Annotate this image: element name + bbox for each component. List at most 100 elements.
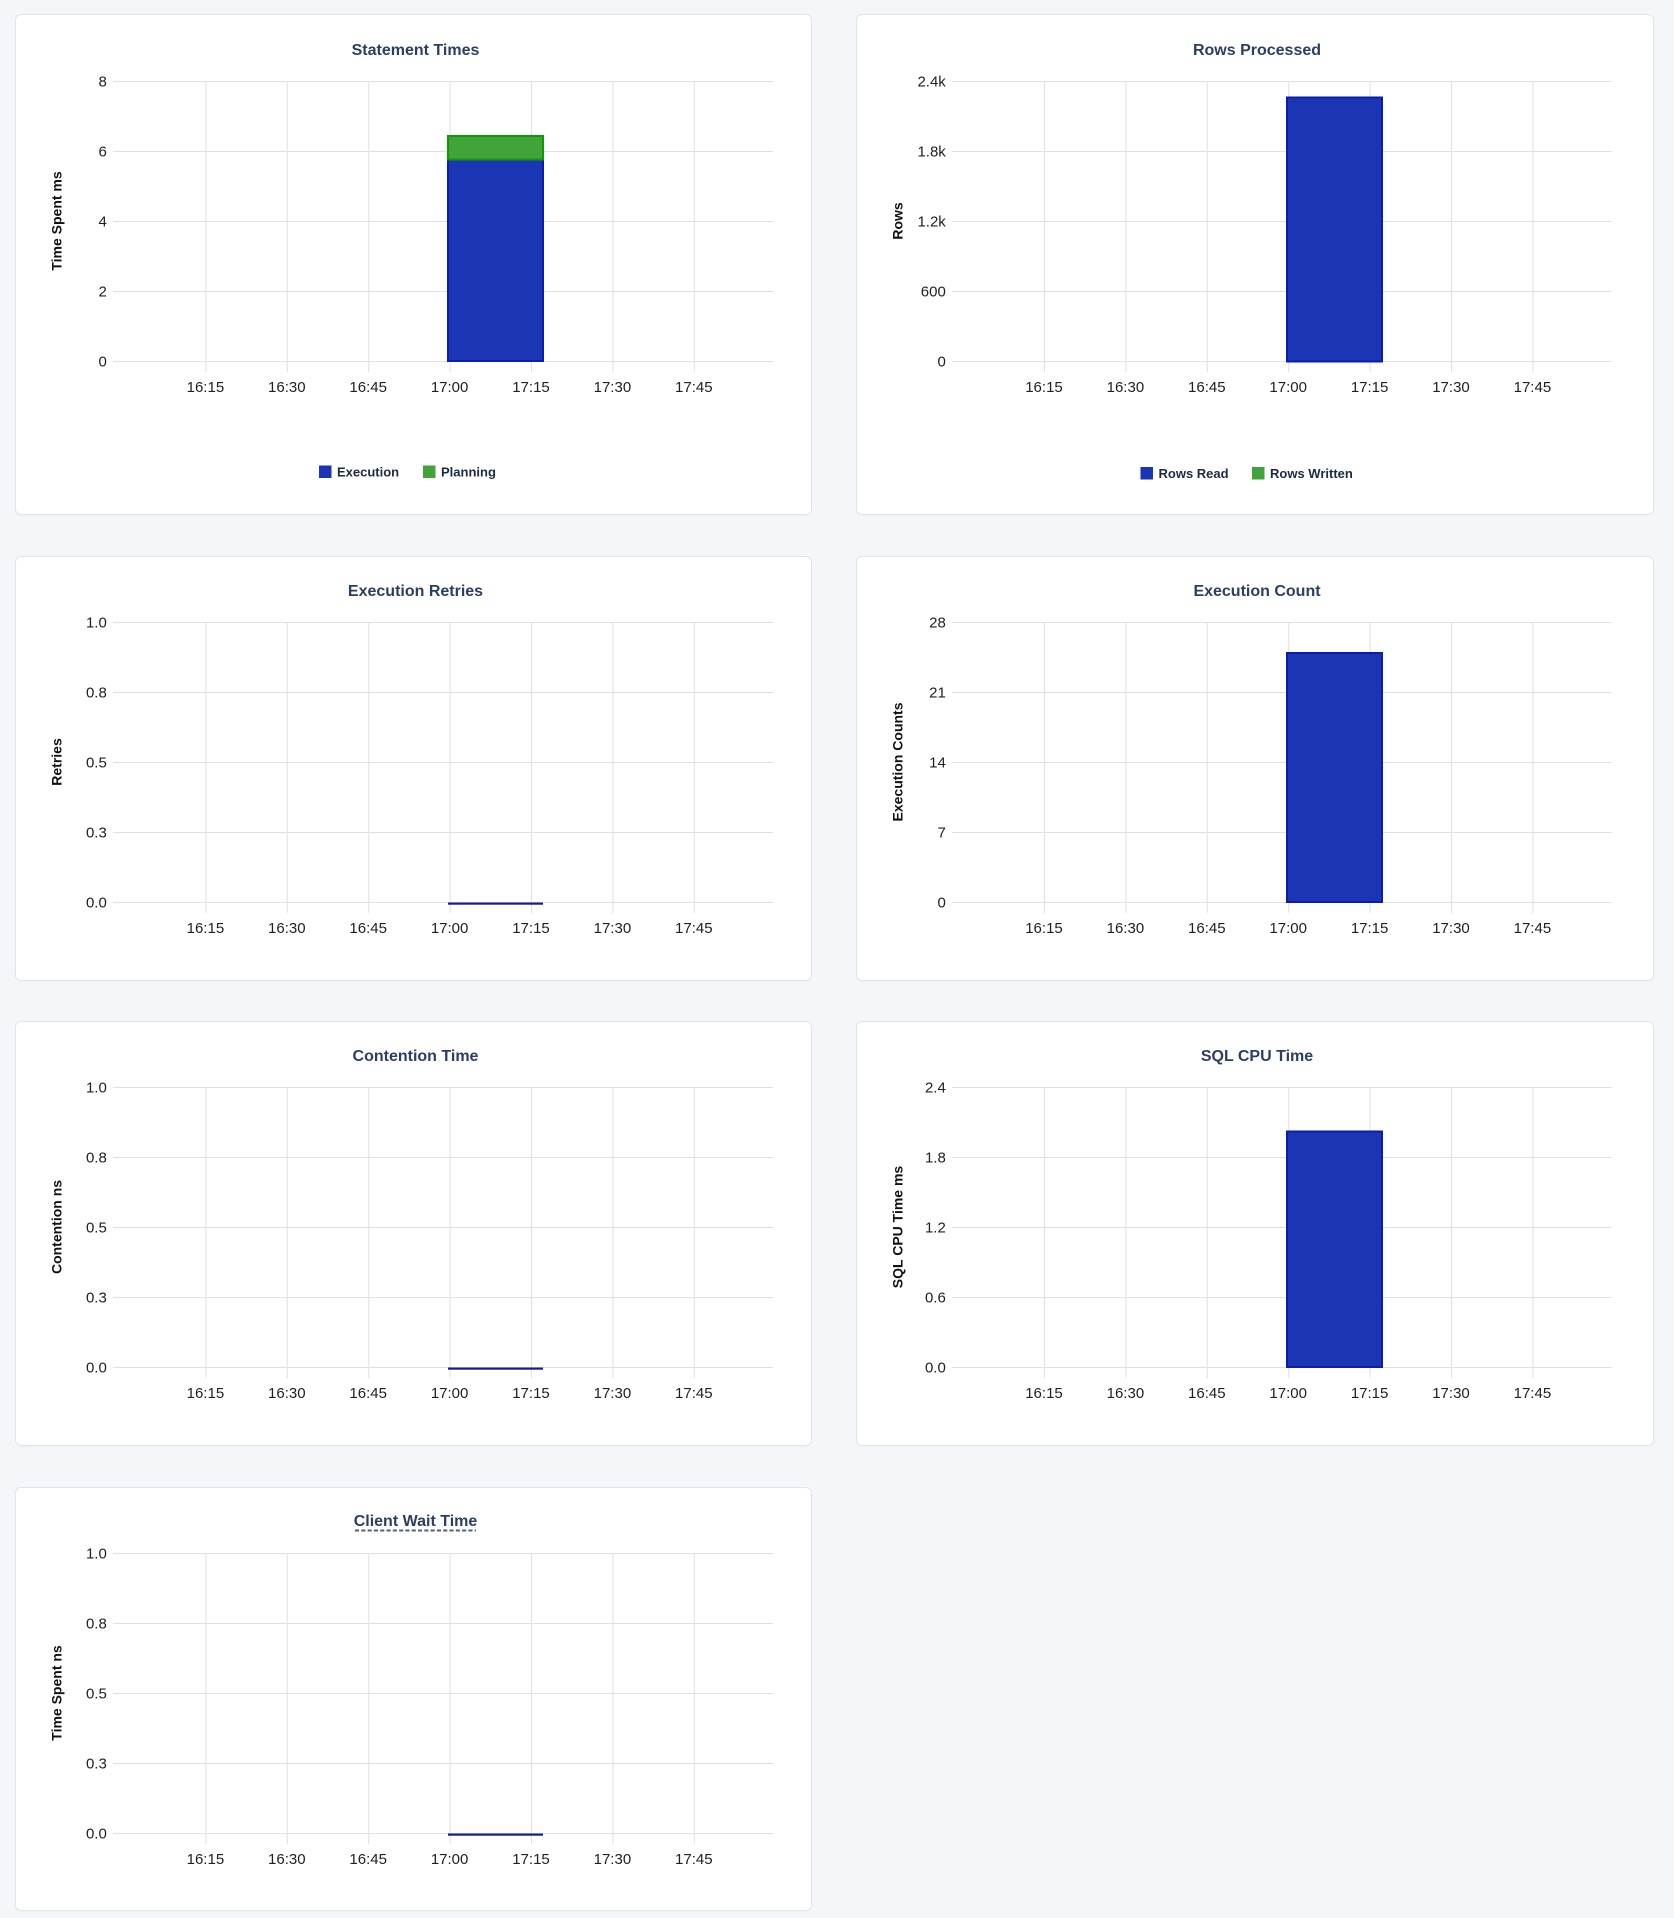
svg-text:17:45: 17:45 xyxy=(675,1385,713,1402)
svg-text:2.4: 2.4 xyxy=(925,1080,946,1097)
svg-text:Rows Processed: Rows Processed xyxy=(1193,42,1321,59)
svg-text:16:45: 16:45 xyxy=(349,379,387,396)
svg-text:2.4k: 2.4k xyxy=(917,74,946,91)
svg-text:Time Spent ns: Time Spent ns xyxy=(49,1645,65,1741)
svg-text:17:15: 17:15 xyxy=(512,1385,550,1402)
svg-text:17:15: 17:15 xyxy=(1351,1385,1389,1402)
svg-text:17:00: 17:00 xyxy=(1269,379,1307,396)
svg-text:21: 21 xyxy=(929,685,946,702)
svg-text:16:15: 16:15 xyxy=(1025,379,1063,396)
svg-text:0.8: 0.8 xyxy=(86,1616,107,1633)
svg-text:0.5: 0.5 xyxy=(86,1686,107,1703)
svg-text:16:30: 16:30 xyxy=(1107,1385,1145,1402)
svg-text:17:30: 17:30 xyxy=(1432,379,1470,396)
svg-text:SQL CPU Time ms: SQL CPU Time ms xyxy=(890,1166,906,1289)
svg-text:1.0: 1.0 xyxy=(86,1080,107,1097)
svg-text:4: 4 xyxy=(98,214,106,231)
svg-text:7: 7 xyxy=(937,825,945,842)
svg-text:1.8: 1.8 xyxy=(925,1150,946,1167)
svg-text:600: 600 xyxy=(921,284,946,301)
svg-text:16:15: 16:15 xyxy=(187,1851,225,1868)
svg-text:0.0: 0.0 xyxy=(86,1826,107,1843)
svg-text:0.0: 0.0 xyxy=(925,1360,946,1377)
svg-text:17:00: 17:00 xyxy=(1269,1385,1307,1402)
svg-text:Retries: Retries xyxy=(49,738,65,786)
svg-text:14: 14 xyxy=(929,755,946,772)
svg-text:Statement Times: Statement Times xyxy=(352,42,480,59)
svg-text:16:15: 16:15 xyxy=(187,379,225,396)
svg-text:17:30: 17:30 xyxy=(594,1385,632,1402)
svg-text:1.2: 1.2 xyxy=(925,1220,946,1237)
svg-text:17:45: 17:45 xyxy=(1514,379,1552,396)
svg-text:0.3: 0.3 xyxy=(86,1756,107,1773)
svg-text:0.0: 0.0 xyxy=(86,895,107,912)
svg-text:Client Wait Time: Client Wait Time xyxy=(354,1513,478,1530)
svg-text:0: 0 xyxy=(937,895,945,912)
svg-text:16:45: 16:45 xyxy=(349,920,387,937)
svg-text:1.0: 1.0 xyxy=(86,615,107,632)
svg-text:17:00: 17:00 xyxy=(431,379,469,396)
svg-text:0.8: 0.8 xyxy=(86,1150,107,1167)
svg-text:1.2k: 1.2k xyxy=(917,214,946,231)
svg-text:Execution Retries: Execution Retries xyxy=(348,583,483,600)
svg-text:2: 2 xyxy=(98,284,106,301)
svg-text:16:30: 16:30 xyxy=(268,1851,306,1868)
svg-text:0.3: 0.3 xyxy=(86,1290,107,1307)
svg-text:Rows: Rows xyxy=(890,202,906,240)
svg-text:Rows Read: Rows Read xyxy=(1159,466,1229,481)
svg-text:0: 0 xyxy=(937,354,945,371)
svg-text:0.6: 0.6 xyxy=(925,1290,946,1307)
svg-text:17:30: 17:30 xyxy=(1432,1385,1470,1402)
svg-text:17:30: 17:30 xyxy=(594,379,632,396)
svg-text:16:45: 16:45 xyxy=(349,1851,387,1868)
svg-text:Execution Count: Execution Count xyxy=(1193,583,1321,600)
svg-text:17:00: 17:00 xyxy=(431,920,469,937)
svg-text:16:45: 16:45 xyxy=(349,1385,387,1402)
svg-text:17:45: 17:45 xyxy=(1514,1385,1552,1402)
svg-text:17:00: 17:00 xyxy=(1269,920,1307,937)
svg-text:Execution Counts: Execution Counts xyxy=(890,702,906,821)
svg-text:0.5: 0.5 xyxy=(86,755,107,772)
svg-text:17:45: 17:45 xyxy=(675,920,713,937)
svg-text:17:00: 17:00 xyxy=(431,1851,469,1868)
svg-text:17:30: 17:30 xyxy=(594,1851,632,1868)
svg-text:16:45: 16:45 xyxy=(1188,920,1226,937)
svg-text:16:30: 16:30 xyxy=(1107,920,1145,937)
svg-text:SQL CPU Time: SQL CPU Time xyxy=(1201,1048,1313,1065)
svg-text:Rows Written: Rows Written xyxy=(1270,466,1353,481)
svg-text:17:45: 17:45 xyxy=(675,1851,713,1868)
svg-text:16:15: 16:15 xyxy=(1025,1385,1063,1402)
svg-text:1.8k: 1.8k xyxy=(917,144,946,161)
svg-text:17:45: 17:45 xyxy=(1514,920,1552,937)
svg-text:Contention Time: Contention Time xyxy=(353,1048,479,1065)
svg-text:Contention ns: Contention ns xyxy=(49,1180,65,1274)
svg-text:Execution: Execution xyxy=(337,465,399,480)
svg-text:16:30: 16:30 xyxy=(268,920,306,937)
svg-text:1.0: 1.0 xyxy=(86,1546,107,1563)
svg-text:0.8: 0.8 xyxy=(86,685,107,702)
svg-text:17:00: 17:00 xyxy=(431,1385,469,1402)
svg-text:6: 6 xyxy=(98,144,106,161)
svg-text:16:30: 16:30 xyxy=(268,1385,306,1402)
svg-text:Time Spent ms: Time Spent ms xyxy=(49,171,65,271)
svg-text:17:45: 17:45 xyxy=(675,379,713,396)
svg-text:17:15: 17:15 xyxy=(1351,920,1389,937)
svg-text:16:15: 16:15 xyxy=(1025,920,1063,937)
svg-text:Planning: Planning xyxy=(441,465,496,480)
svg-text:16:30: 16:30 xyxy=(268,379,306,396)
svg-text:17:30: 17:30 xyxy=(594,920,632,937)
svg-text:16:15: 16:15 xyxy=(187,1385,225,1402)
svg-text:17:15: 17:15 xyxy=(512,920,550,937)
svg-text:16:45: 16:45 xyxy=(1188,379,1226,396)
svg-text:0.5: 0.5 xyxy=(86,1220,107,1237)
svg-text:16:30: 16:30 xyxy=(1107,379,1145,396)
svg-text:17:15: 17:15 xyxy=(512,379,550,396)
svg-text:17:15: 17:15 xyxy=(1351,379,1389,396)
svg-text:8: 8 xyxy=(98,74,106,91)
svg-text:0: 0 xyxy=(98,354,106,371)
svg-text:28: 28 xyxy=(929,615,946,632)
svg-text:16:45: 16:45 xyxy=(1188,1385,1226,1402)
svg-text:17:30: 17:30 xyxy=(1432,920,1470,937)
svg-text:16:15: 16:15 xyxy=(187,920,225,937)
svg-text:0.0: 0.0 xyxy=(86,1360,107,1377)
